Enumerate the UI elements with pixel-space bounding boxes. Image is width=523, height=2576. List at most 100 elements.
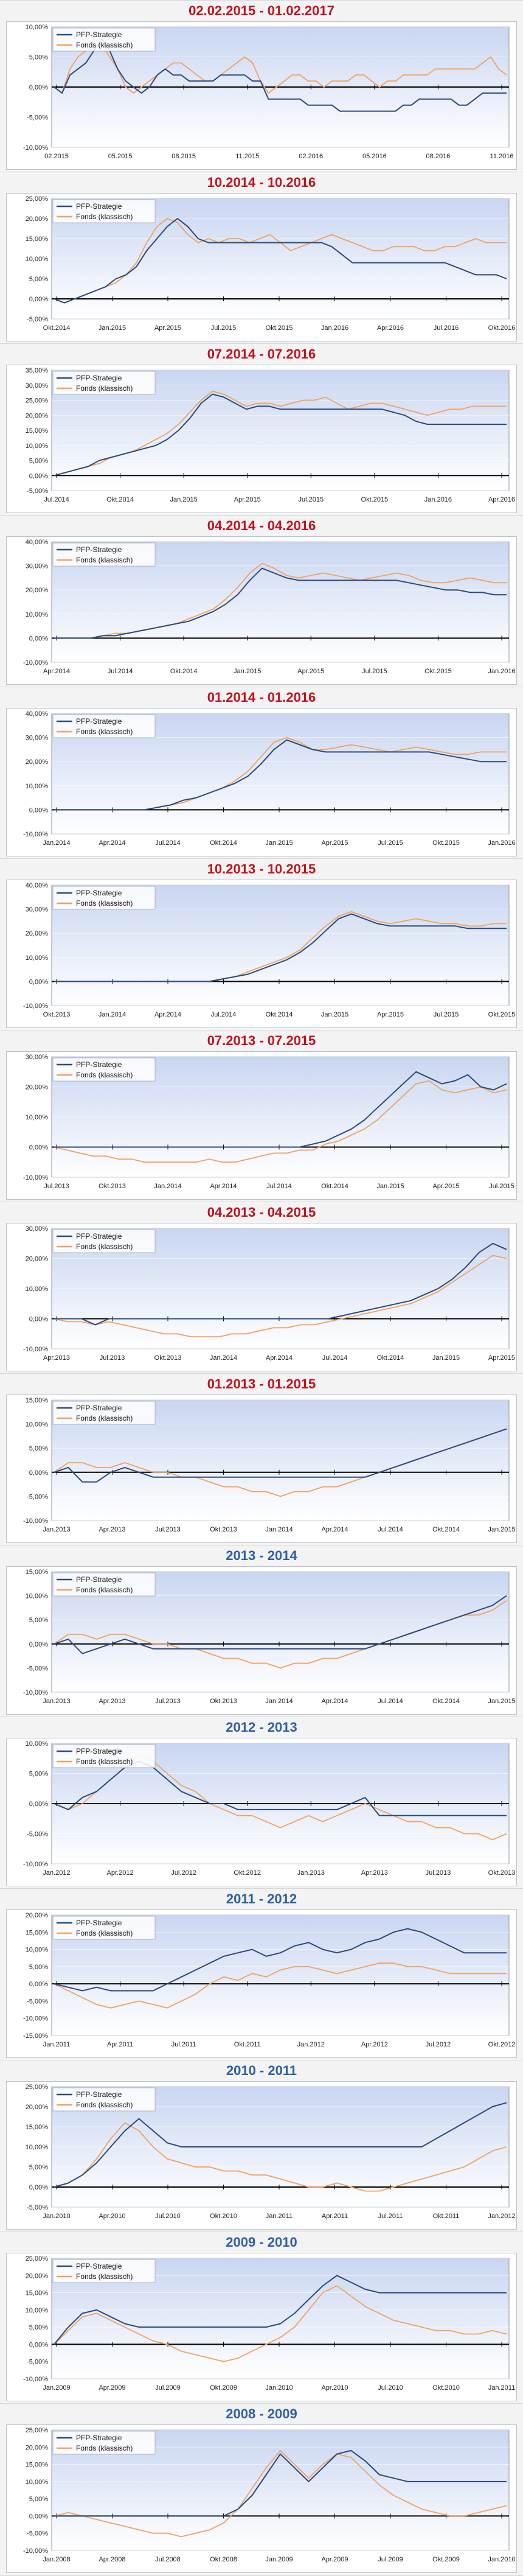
y-tick-label: 5,00% bbox=[29, 276, 48, 283]
y-tick-label: 35,00% bbox=[26, 367, 49, 374]
x-tick-label: Apr.2015 bbox=[488, 1354, 515, 1362]
legend: PFP-Strategie Fonds (klassisch) bbox=[52, 2431, 156, 2455]
y-tick-label: -10,00% bbox=[23, 1861, 48, 1868]
line-chart: 25,00% 20,00% 15,00% 10,00% 5,00% 0,00% -5,00%… bbox=[26, 195, 516, 332]
y-tick-label: 10,00% bbox=[26, 611, 49, 618]
chart-title: 10.2013 - 10.2015 bbox=[207, 861, 316, 877]
y-tick-label: -10,00% bbox=[23, 1517, 48, 1525]
x-tick-label: Jan.2012 bbox=[297, 2041, 325, 2048]
legend-label-strategy: PFP-Strategie bbox=[76, 1404, 122, 1412]
fund-series-line bbox=[54, 2285, 507, 2362]
line-chart: 30,00% 20,00% 10,00% 0,00% -10,00%Apr.2013 Ju… bbox=[23, 1225, 515, 1362]
legend-box bbox=[52, 2431, 156, 2455]
y-tick-label: 10,00% bbox=[26, 1740, 49, 1748]
legend-box bbox=[52, 542, 156, 567]
strategy-series-line bbox=[54, 2449, 507, 2517]
chart-frame: 40,00% 30,00% 20,00% 10,00% 0,00% -10,00% Apr.… bbox=[6, 536, 517, 685]
legend-label-fund: Fonds (klassisch) bbox=[76, 899, 133, 908]
x-tick-label: Okt.2013 bbox=[43, 1011, 71, 1018]
chart-panel: 2011 - 2012 20,00% 15,00% 10,00% 5,00% 0,00% -… bbox=[0, 1888, 523, 2061]
y-tick-label: -10,00% bbox=[23, 1003, 48, 1010]
y-tick-label: 15,00% bbox=[26, 1569, 49, 1576]
chart-title: 07.2013 - 07.2015 bbox=[207, 1033, 316, 1048]
y-tick-label: 0,00% bbox=[29, 2513, 48, 2520]
y-tick-label: 20,00% bbox=[26, 215, 49, 223]
x-tick-label: Jan.2009 bbox=[43, 2384, 70, 2392]
x-tick-label: Jan.2013 bbox=[297, 1869, 325, 1877]
y-tick-label: 5,00% bbox=[29, 2164, 48, 2171]
x-tick-label: Apr.2014 bbox=[154, 1011, 181, 1018]
y-tick-label: -5,00% bbox=[27, 1665, 48, 1672]
x-tick-label: Apr.2014 bbox=[210, 1183, 237, 1190]
x-tick-label: Apr.2011 bbox=[322, 2213, 348, 2220]
y-tick-label: 30,00% bbox=[26, 906, 49, 914]
x-tick-label: Apr.2014 bbox=[321, 1698, 348, 1705]
legend-box bbox=[52, 2087, 156, 2112]
x-tick-label: Jul.2013 bbox=[426, 1869, 451, 1877]
line-chart: 35,00% 30,00% 25,00% 20,00% 15,00% 10,00% 5,00… bbox=[26, 367, 515, 503]
y-tick-label: 10,00% bbox=[26, 1114, 49, 1121]
x-tick-label: Jan.2015 bbox=[265, 839, 293, 847]
legend-label-strategy: PFP-Strategie bbox=[76, 1575, 122, 1584]
chart-panel: 01.2014 - 01.2016 40,00% 30,00% 20,00% 10,00… bbox=[0, 687, 523, 859]
legend-label-fund: Fonds (klassisch) bbox=[76, 2101, 133, 2109]
y-tick-label: 25,00% bbox=[26, 195, 49, 203]
strategy-series-line bbox=[54, 1242, 507, 1326]
x-tick-label: Apr.2014 bbox=[266, 1354, 293, 1362]
y-tick-label: -5,00% bbox=[27, 114, 48, 122]
chart-frame: 15,00% 10,00% 5,00% 0,00% -5,00% -10,00% Jan.2… bbox=[6, 1566, 517, 1715]
chart-frame: 10,00% 5,00% 0,00% -5,00% -10,00% 02.2015 05.2… bbox=[6, 21, 517, 170]
y-tick-label: 5,00% bbox=[29, 1617, 48, 1624]
strategy-series-line bbox=[54, 393, 507, 477]
y-tick-label: -5,00% bbox=[27, 2204, 48, 2211]
x-tick-label: Apr.2013 bbox=[361, 1869, 388, 1877]
line-chart: 40,00%30,00%20,00%10,00%0,00%-10,00%Okt.… bbox=[23, 882, 515, 1018]
strategy-series-line bbox=[54, 2275, 507, 2345]
chart-frame: 40,00% 30,00% 20,00% 10,00% 0,00% -10,00% Okt.… bbox=[6, 880, 517, 1028]
chart-panel: 2012 - 2013 10,00% 5,00% 0,00% -5,00% -10,00%… bbox=[0, 1717, 523, 1889]
y-tick-label: 0,00% bbox=[29, 296, 48, 303]
y-tick-label: 10,00% bbox=[26, 954, 49, 962]
legend-label-strategy: PFP-Strategie bbox=[76, 202, 122, 211]
x-tick-label: Jan.2008 bbox=[43, 2556, 70, 2563]
legend-label-strategy: PFP-Strategie bbox=[76, 30, 122, 39]
legend-label-strategy: PFP-Strategie bbox=[76, 2262, 122, 2270]
y-tick-label: 5,00% bbox=[29, 1771, 48, 1778]
fund-series-line bbox=[54, 1962, 507, 2009]
y-tick-label: 30,00% bbox=[26, 1225, 49, 1233]
x-tick-label: Jul.2014 bbox=[44, 496, 69, 503]
y-tick-label: 0,00% bbox=[29, 1641, 48, 1648]
x-tick-label: Jul.2015 bbox=[298, 496, 324, 503]
x-tick-label: Jan.2010 bbox=[488, 2556, 515, 2563]
x-tick-label: Apr.2015 bbox=[321, 839, 348, 847]
y-tick-label: 20,00% bbox=[26, 2444, 49, 2451]
y-tick-label: 0,00% bbox=[29, 635, 48, 642]
legend: PFP-Strategie Fonds (klassisch) bbox=[52, 542, 156, 567]
y-tick-label: 40,00% bbox=[26, 882, 49, 889]
y-tick-label: 30,00% bbox=[26, 1054, 49, 1061]
chart-panel: 04.2014 - 04.2016 40,00% 30,00% 20,00% 10,00… bbox=[0, 515, 523, 688]
legend-label-fund: Fonds (klassisch) bbox=[76, 2444, 133, 2452]
y-tick-label: -10,00% bbox=[23, 1346, 48, 1353]
chart-frame: 10,00% 5,00% 0,00% -5,00% -10,00% Jan.2012 Apr… bbox=[6, 1738, 517, 1886]
x-tick-label: Okt.2013 bbox=[99, 1183, 126, 1190]
x-tick-label: Okt.2013 bbox=[154, 1354, 182, 1362]
x-tick-label: Apr.2012 bbox=[361, 2041, 388, 2048]
x-tick-label: Jul.2011 bbox=[378, 2213, 403, 2220]
y-tick-label: 20,00% bbox=[26, 2104, 49, 2111]
y-tick-label: 25,00% bbox=[26, 397, 49, 405]
x-tick-label: Jan.2016 bbox=[488, 839, 515, 847]
x-tick-label: Jul.2014 bbox=[378, 1698, 403, 1705]
x-tick-label: Jan.2014 bbox=[43, 839, 70, 847]
chart-title: 2009 - 2010 bbox=[226, 2235, 297, 2250]
x-tick-label: Okt.2015 bbox=[432, 839, 460, 847]
strategy-series-line bbox=[54, 913, 507, 982]
x-tick-label: Jul.2015 bbox=[362, 668, 387, 675]
x-tick-label: Jan.2015 bbox=[170, 496, 198, 503]
x-tick-label: Okt.2014 bbox=[210, 839, 237, 847]
legend-label-fund: Fonds (klassisch) bbox=[76, 1929, 133, 1937]
x-tick-label: Apr.2015 bbox=[234, 496, 261, 503]
y-tick-label: 10,00% bbox=[26, 1286, 49, 1293]
chart-frame: 40,00% 30,00% 20,00% 10,00% 0,00% -10,00% Jan.… bbox=[6, 708, 517, 856]
fund-series-line bbox=[54, 1080, 507, 1163]
